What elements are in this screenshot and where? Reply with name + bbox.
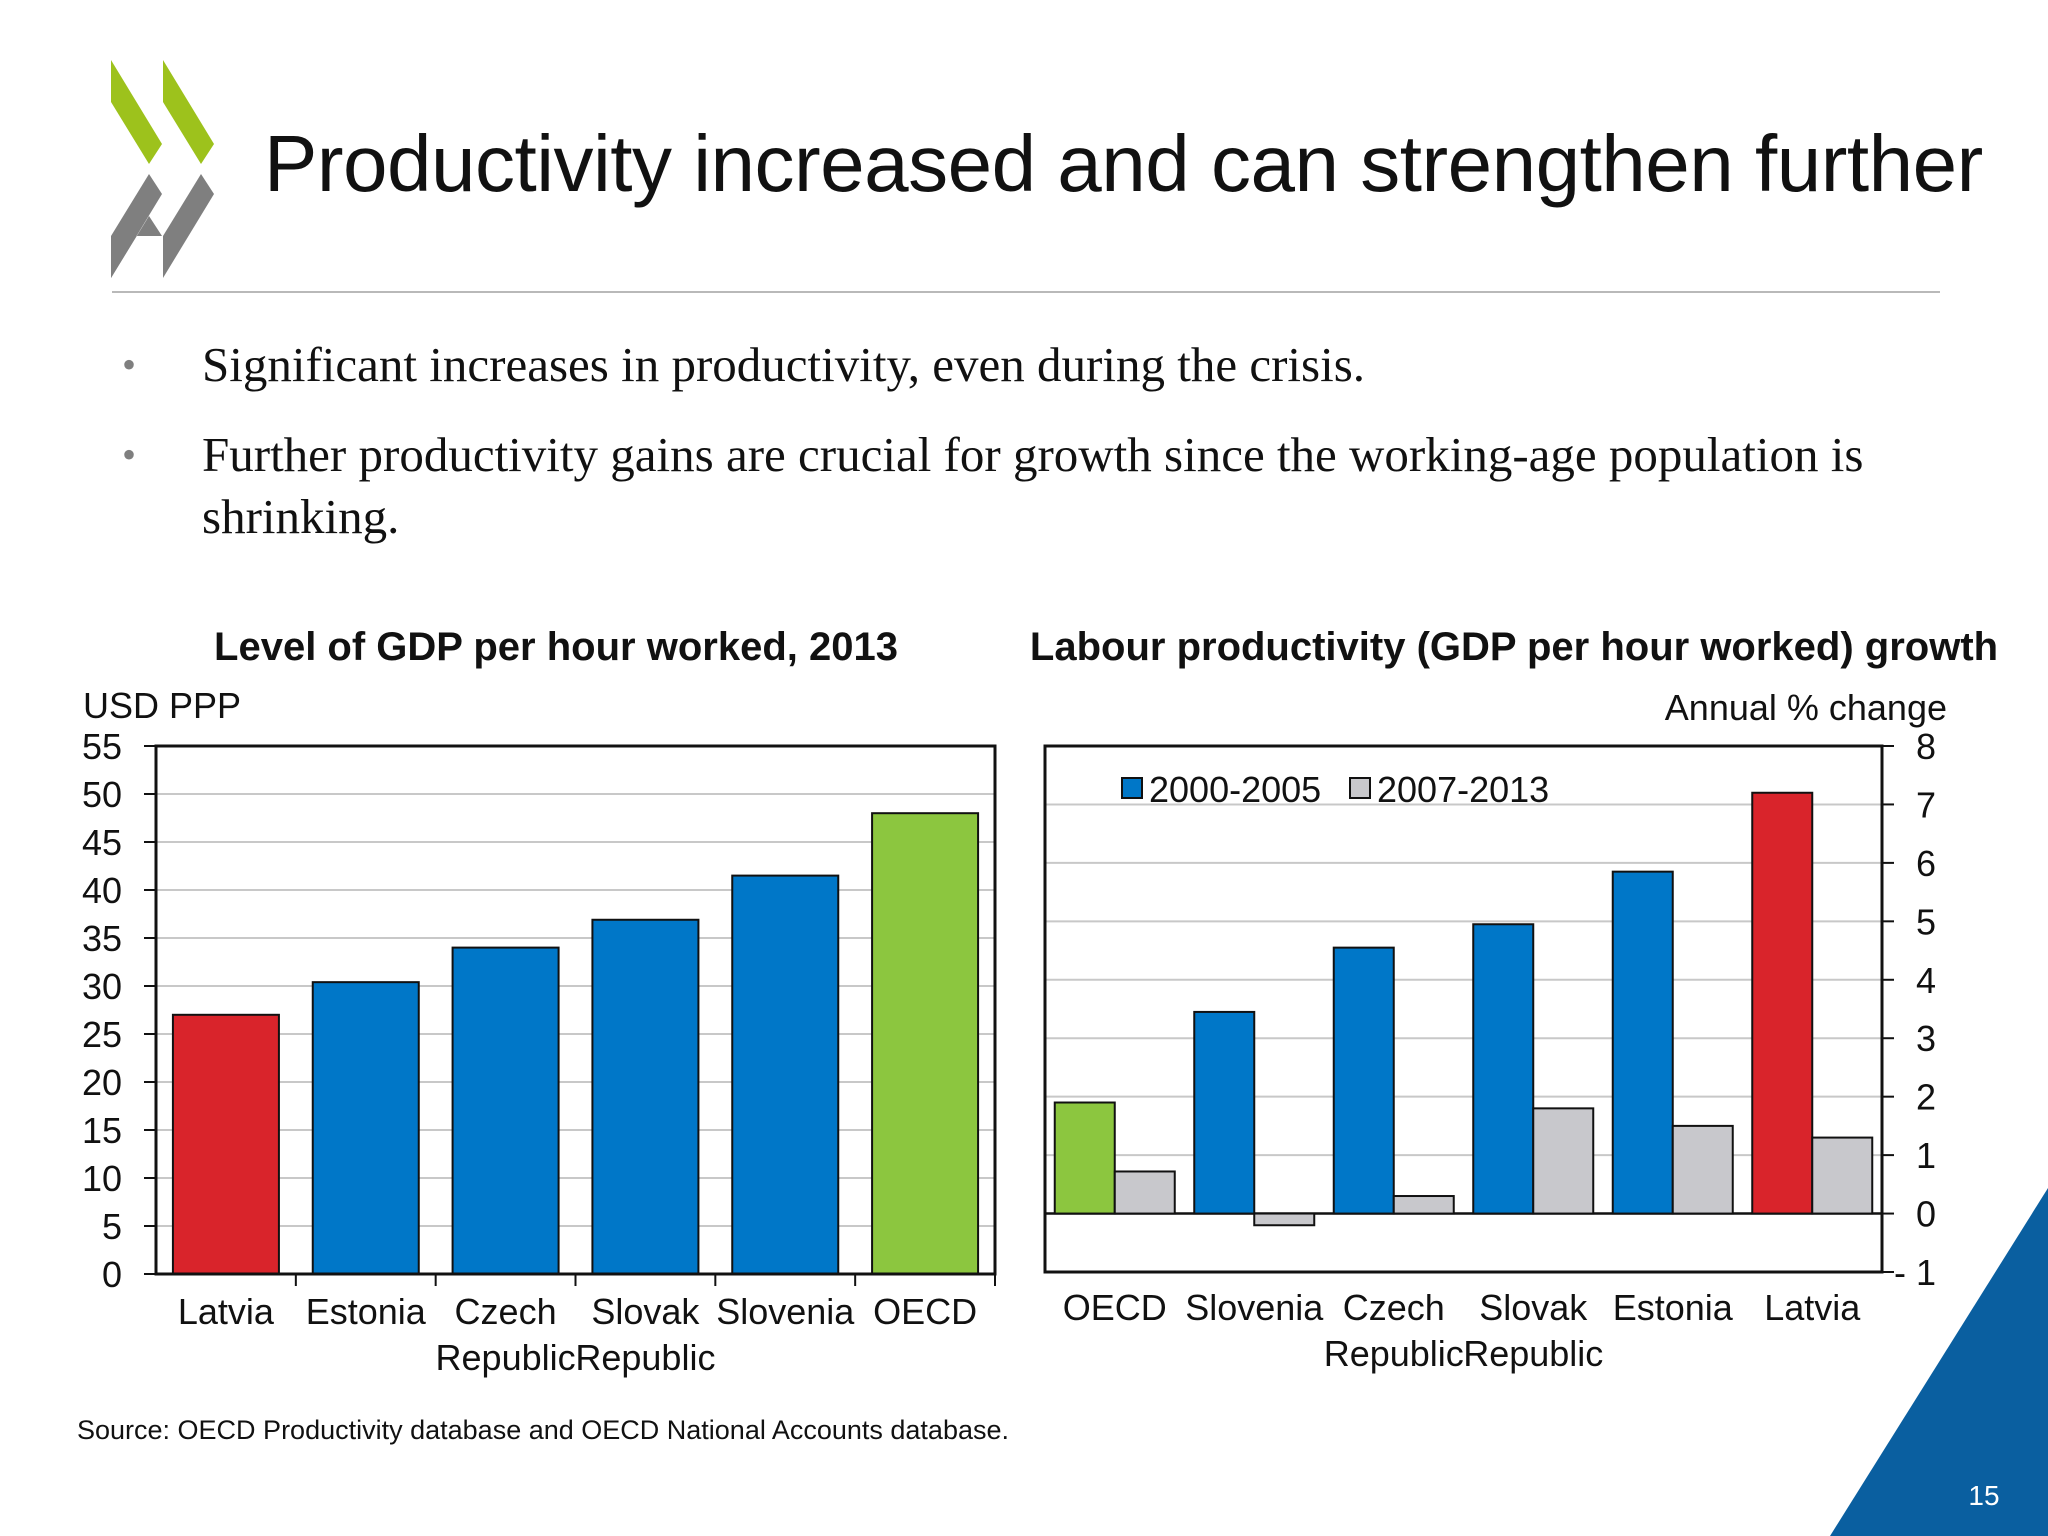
bar <box>731 874 840 1275</box>
title-divider <box>112 291 1940 293</box>
y-tick-label: 40 <box>82 870 122 911</box>
category-label: Estonia <box>306 1291 427 1332</box>
y-tick-label: 6 <box>1916 843 1936 884</box>
category-label: Republic <box>575 1337 715 1378</box>
bar <box>1611 870 1674 1215</box>
category-label: Slovenia <box>1185 1287 1324 1328</box>
y-axis-unit: Annual % change <box>1665 687 1947 728</box>
plot-frame <box>154 744 997 1276</box>
bar <box>871 812 980 1275</box>
y-tick-label: 35 <box>82 918 122 959</box>
bar <box>1532 1107 1595 1215</box>
bar <box>1253 1212 1316 1227</box>
y-tick-label: 25 <box>82 1014 122 1055</box>
y-tick-label: 55 <box>82 726 122 767</box>
legend-swatch <box>1349 777 1371 799</box>
y-tick-label: 20 <box>82 1062 122 1103</box>
y-tick-label: 2 <box>1916 1077 1936 1118</box>
category-label: Czech <box>1343 1287 1445 1328</box>
bar <box>171 1013 280 1275</box>
category-label: Republic <box>1463 1333 1603 1374</box>
y-tick-label: 8 <box>1916 726 1936 767</box>
category-label: Czech <box>455 1291 557 1332</box>
bar <box>451 946 560 1275</box>
legend-label: 2007-2013 <box>1377 769 1549 810</box>
y-tick-label: 5 <box>102 1206 122 1247</box>
bullet-text: Significant increases in productivity, e… <box>202 337 1366 392</box>
category-label: Latvia <box>1764 1287 1861 1328</box>
y-tick-label: 4 <box>1916 960 1936 1001</box>
category-label: Slovenia <box>716 1291 855 1332</box>
legend-label: 2000-2005 <box>1149 769 1321 810</box>
plot-frame <box>1043 744 1884 1274</box>
y-tick-label: 30 <box>82 966 122 1007</box>
y-tick-label: 10 <box>82 1158 122 1199</box>
bar <box>1671 1124 1734 1215</box>
y-tick-label: 50 <box>82 774 122 815</box>
bar <box>591 918 700 1275</box>
category-label: OECD <box>1063 1287 1167 1328</box>
category-label: Slovak <box>1479 1287 1588 1328</box>
y-tick-label: 1 <box>1916 1135 1936 1176</box>
bar <box>1751 791 1814 1215</box>
y-tick-label: 5 <box>1916 901 1936 942</box>
oecd-logo-icon <box>111 60 214 278</box>
bar <box>311 981 420 1275</box>
bar <box>1392 1195 1455 1215</box>
category-label: Estonia <box>1613 1287 1734 1328</box>
bar <box>1113 1170 1176 1215</box>
y-tick-label: 15 <box>82 1110 122 1151</box>
y-tick-label: - 1 <box>1894 1252 1936 1293</box>
page-title: Productivity increased and can strengthe… <box>264 119 1983 208</box>
category-label: Republic <box>436 1337 576 1378</box>
category-label: Slovak <box>591 1291 700 1332</box>
legend-swatch <box>1121 777 1143 799</box>
chart-title: Level of GDP per hour worked, 2013 <box>214 625 898 669</box>
chart-title: Labour productivity (GDP per hour worked… <box>1030 625 1998 669</box>
corner-triangle <box>1830 1188 2048 1536</box>
category-label: Republic <box>1324 1333 1464 1374</box>
y-tick-label: 7 <box>1916 784 1936 825</box>
bullet-text: Further productivity gains are crucial f… <box>202 427 1864 544</box>
bar <box>1193 1010 1256 1215</box>
y-tick-label: 45 <box>82 822 122 863</box>
bar <box>1811 1136 1874 1215</box>
bar <box>1472 923 1535 1215</box>
category-label: OECD <box>873 1291 977 1332</box>
page-number: 15 <box>1968 1480 2000 1511</box>
bar <box>1332 946 1395 1215</box>
y-axis-unit: USD PPP <box>83 685 241 726</box>
category-label: Latvia <box>178 1291 275 1332</box>
source-note: Source: OECD Productivity database and O… <box>77 1415 1010 1445</box>
bullet-dot: • <box>122 342 137 387</box>
bar <box>1053 1101 1116 1215</box>
bullet-dot: • <box>122 432 137 477</box>
y-tick-label: 3 <box>1916 1018 1936 1059</box>
y-tick-label: 0 <box>1916 1194 1936 1235</box>
y-tick-label: 0 <box>102 1254 122 1295</box>
